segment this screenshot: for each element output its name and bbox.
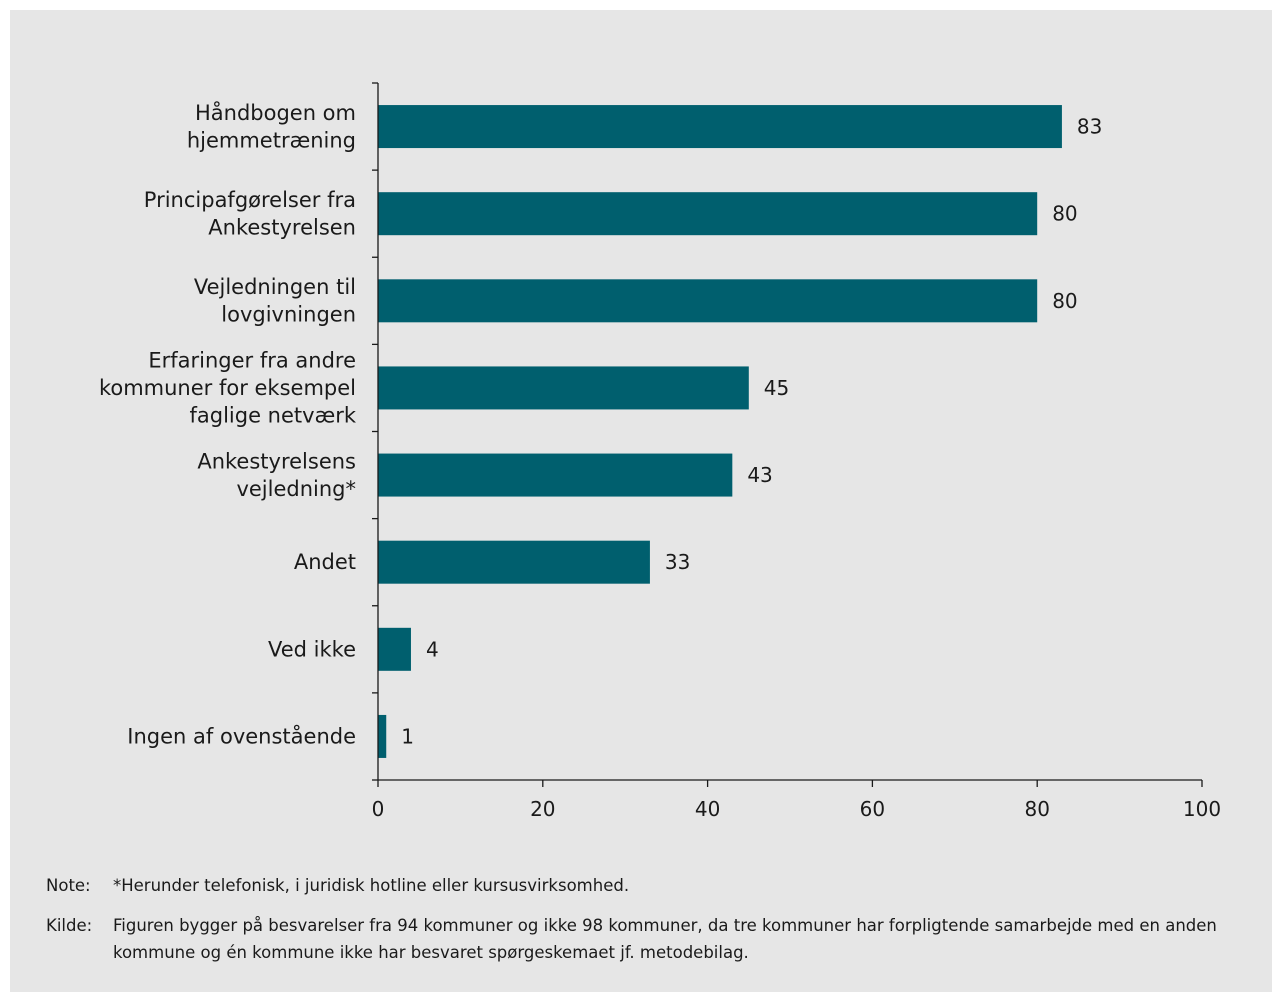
category-label-line: Håndbogen om xyxy=(195,100,356,125)
x-tick-label: 60 xyxy=(860,797,885,821)
bar xyxy=(378,453,733,497)
category-label-line: Ved ikke xyxy=(268,637,356,661)
category-label: Ved ikke xyxy=(268,637,356,661)
bar xyxy=(378,627,411,671)
category-label: Vejledningen til lovgivningen xyxy=(194,275,356,327)
category-label-line: hjemmetræning xyxy=(187,128,356,152)
axes-layer: 0 20 40 60 80 100 xyxy=(372,82,1221,821)
note-row: Note: *Herunder telefonisk, i juridisk h… xyxy=(46,872,1246,899)
bar-value-label: 80 xyxy=(1052,289,1077,313)
category-label-line: vejledning* xyxy=(236,477,356,501)
category-label: Erfaringer fra andre kommuner for eksempe… xyxy=(99,348,357,427)
category-label-line: kommuner for eksempel xyxy=(99,376,356,400)
source-text: Figuren bygger på besvarelser fra 94 kom… xyxy=(113,916,1217,962)
bar-value-label: 43 xyxy=(747,463,772,487)
category-label: Andet xyxy=(294,550,356,574)
bar xyxy=(378,279,1038,323)
bar-value-label: 45 xyxy=(764,376,789,400)
bar-value-label: 4 xyxy=(426,637,439,661)
category-label: Ankestyrelsens vejledning* xyxy=(197,449,356,501)
bar-value-label: 80 xyxy=(1052,202,1077,226)
category-label: Principafgørelser fra Ankestyrelsen xyxy=(144,188,356,240)
bar xyxy=(378,192,1038,236)
category-label-line: Andet xyxy=(294,550,356,574)
bar xyxy=(378,714,387,758)
bar-value-label: 83 xyxy=(1077,115,1102,139)
category-label: Ingen af ovenstående xyxy=(127,723,356,748)
notes-block: Note: *Herunder telefonisk, i juridisk h… xyxy=(46,872,1246,966)
category-label-line: Ingen af ovenstående xyxy=(127,723,356,748)
category-label-line: lovgivningen xyxy=(221,303,356,327)
bar xyxy=(378,105,1062,149)
category-label: Håndbogen om hjemmetræning xyxy=(187,100,356,153)
note-text: *Herunder telefonisk, i juridisk hotline… xyxy=(113,876,630,895)
x-tick-label: 40 xyxy=(695,797,720,821)
category-label-line: faglige netværk xyxy=(190,403,357,427)
figure-panel: 83 80 80 45 43 33 4 1 Håndbogen om hjemmetræning… xyxy=(10,10,1272,992)
x-tick-label: 20 xyxy=(530,797,555,821)
category-label-line: Vejledningen til xyxy=(194,275,356,299)
category-label-line: Erfaringer fra andre xyxy=(148,348,356,372)
x-tick-label: 80 xyxy=(1024,797,1049,821)
x-tick-label: 0 xyxy=(372,797,385,821)
bar-value-label: 33 xyxy=(665,550,690,574)
bars-layer: 83 80 80 45 43 33 4 1 xyxy=(378,105,1102,758)
source-key: Kilde: xyxy=(46,916,93,935)
source-row: Kilde: Figuren bygger på besvarelser fra… xyxy=(46,912,1246,966)
bar xyxy=(378,540,650,584)
category-label-line: Ankestyrelsens xyxy=(197,449,356,473)
note-key: Note: xyxy=(46,876,91,895)
bar xyxy=(378,366,749,410)
bar-value-label: 1 xyxy=(401,724,414,748)
bar-chart: 83 80 80 45 43 33 4 1 Håndbogen om hjemmetræning… xyxy=(99,82,1221,821)
category-label-line: Ankestyrelsen xyxy=(208,215,356,239)
x-tick-label: 100 xyxy=(1183,797,1221,821)
category-label-line: Principafgørelser fra xyxy=(144,188,356,212)
category-labels-layer: Håndbogen om hjemmetræning Principafgørels… xyxy=(99,100,357,749)
